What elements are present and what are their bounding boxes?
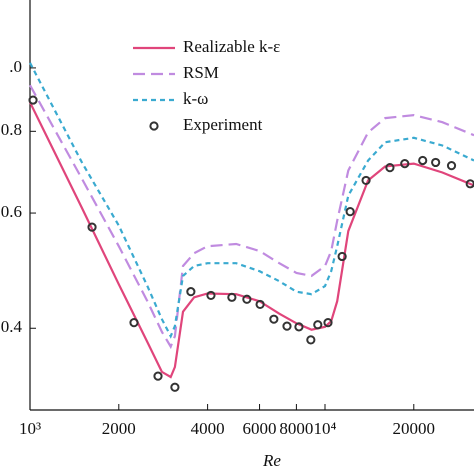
legend-label: RSM xyxy=(183,63,219,82)
data-point xyxy=(313,320,323,330)
legend-marker xyxy=(149,121,159,131)
y-tick-label: 0.4 xyxy=(1,317,23,336)
x-tick-label: 6000 xyxy=(243,419,277,438)
data-point xyxy=(418,155,428,166)
data-point xyxy=(242,294,252,304)
y-tick-label: 0.6 xyxy=(1,202,22,221)
x-tick-label: 20000 xyxy=(393,419,436,438)
legend-label: k-ω xyxy=(183,89,208,108)
x-tick-label: 10⁴ xyxy=(314,419,337,438)
series-line xyxy=(29,84,474,350)
data-point xyxy=(206,290,216,301)
legend-label: Realizable k-ε xyxy=(183,37,280,56)
legend-label: Experiment xyxy=(183,115,263,134)
series-line xyxy=(29,62,474,339)
data-point xyxy=(306,335,316,345)
x-tick-label: 2000 xyxy=(102,419,136,438)
y-tick-label: 0.8 xyxy=(1,120,22,139)
y-tick-label: .0 xyxy=(9,57,22,76)
series-line xyxy=(29,101,474,379)
x-tick-label: 4000 xyxy=(191,419,225,438)
data-point xyxy=(227,292,237,302)
data-point xyxy=(269,314,279,324)
data-point xyxy=(87,222,97,232)
data-point xyxy=(345,207,355,217)
data-point xyxy=(129,318,139,328)
x-tick-label: 8000 xyxy=(279,419,313,438)
data-point xyxy=(170,382,180,392)
x-axis-label: Re xyxy=(262,451,281,470)
data-point xyxy=(385,163,395,173)
data-point xyxy=(361,175,371,186)
data-point xyxy=(323,318,333,328)
data-point xyxy=(255,299,265,310)
data-point xyxy=(337,251,347,262)
data-point xyxy=(153,371,163,381)
data-point xyxy=(294,322,304,332)
data-point xyxy=(28,95,38,105)
data-point xyxy=(186,287,196,297)
x-tick-label: 10³ xyxy=(19,419,41,438)
data-point xyxy=(446,161,457,171)
data-point xyxy=(400,159,410,169)
data-point xyxy=(282,321,292,331)
data-point xyxy=(431,157,441,168)
